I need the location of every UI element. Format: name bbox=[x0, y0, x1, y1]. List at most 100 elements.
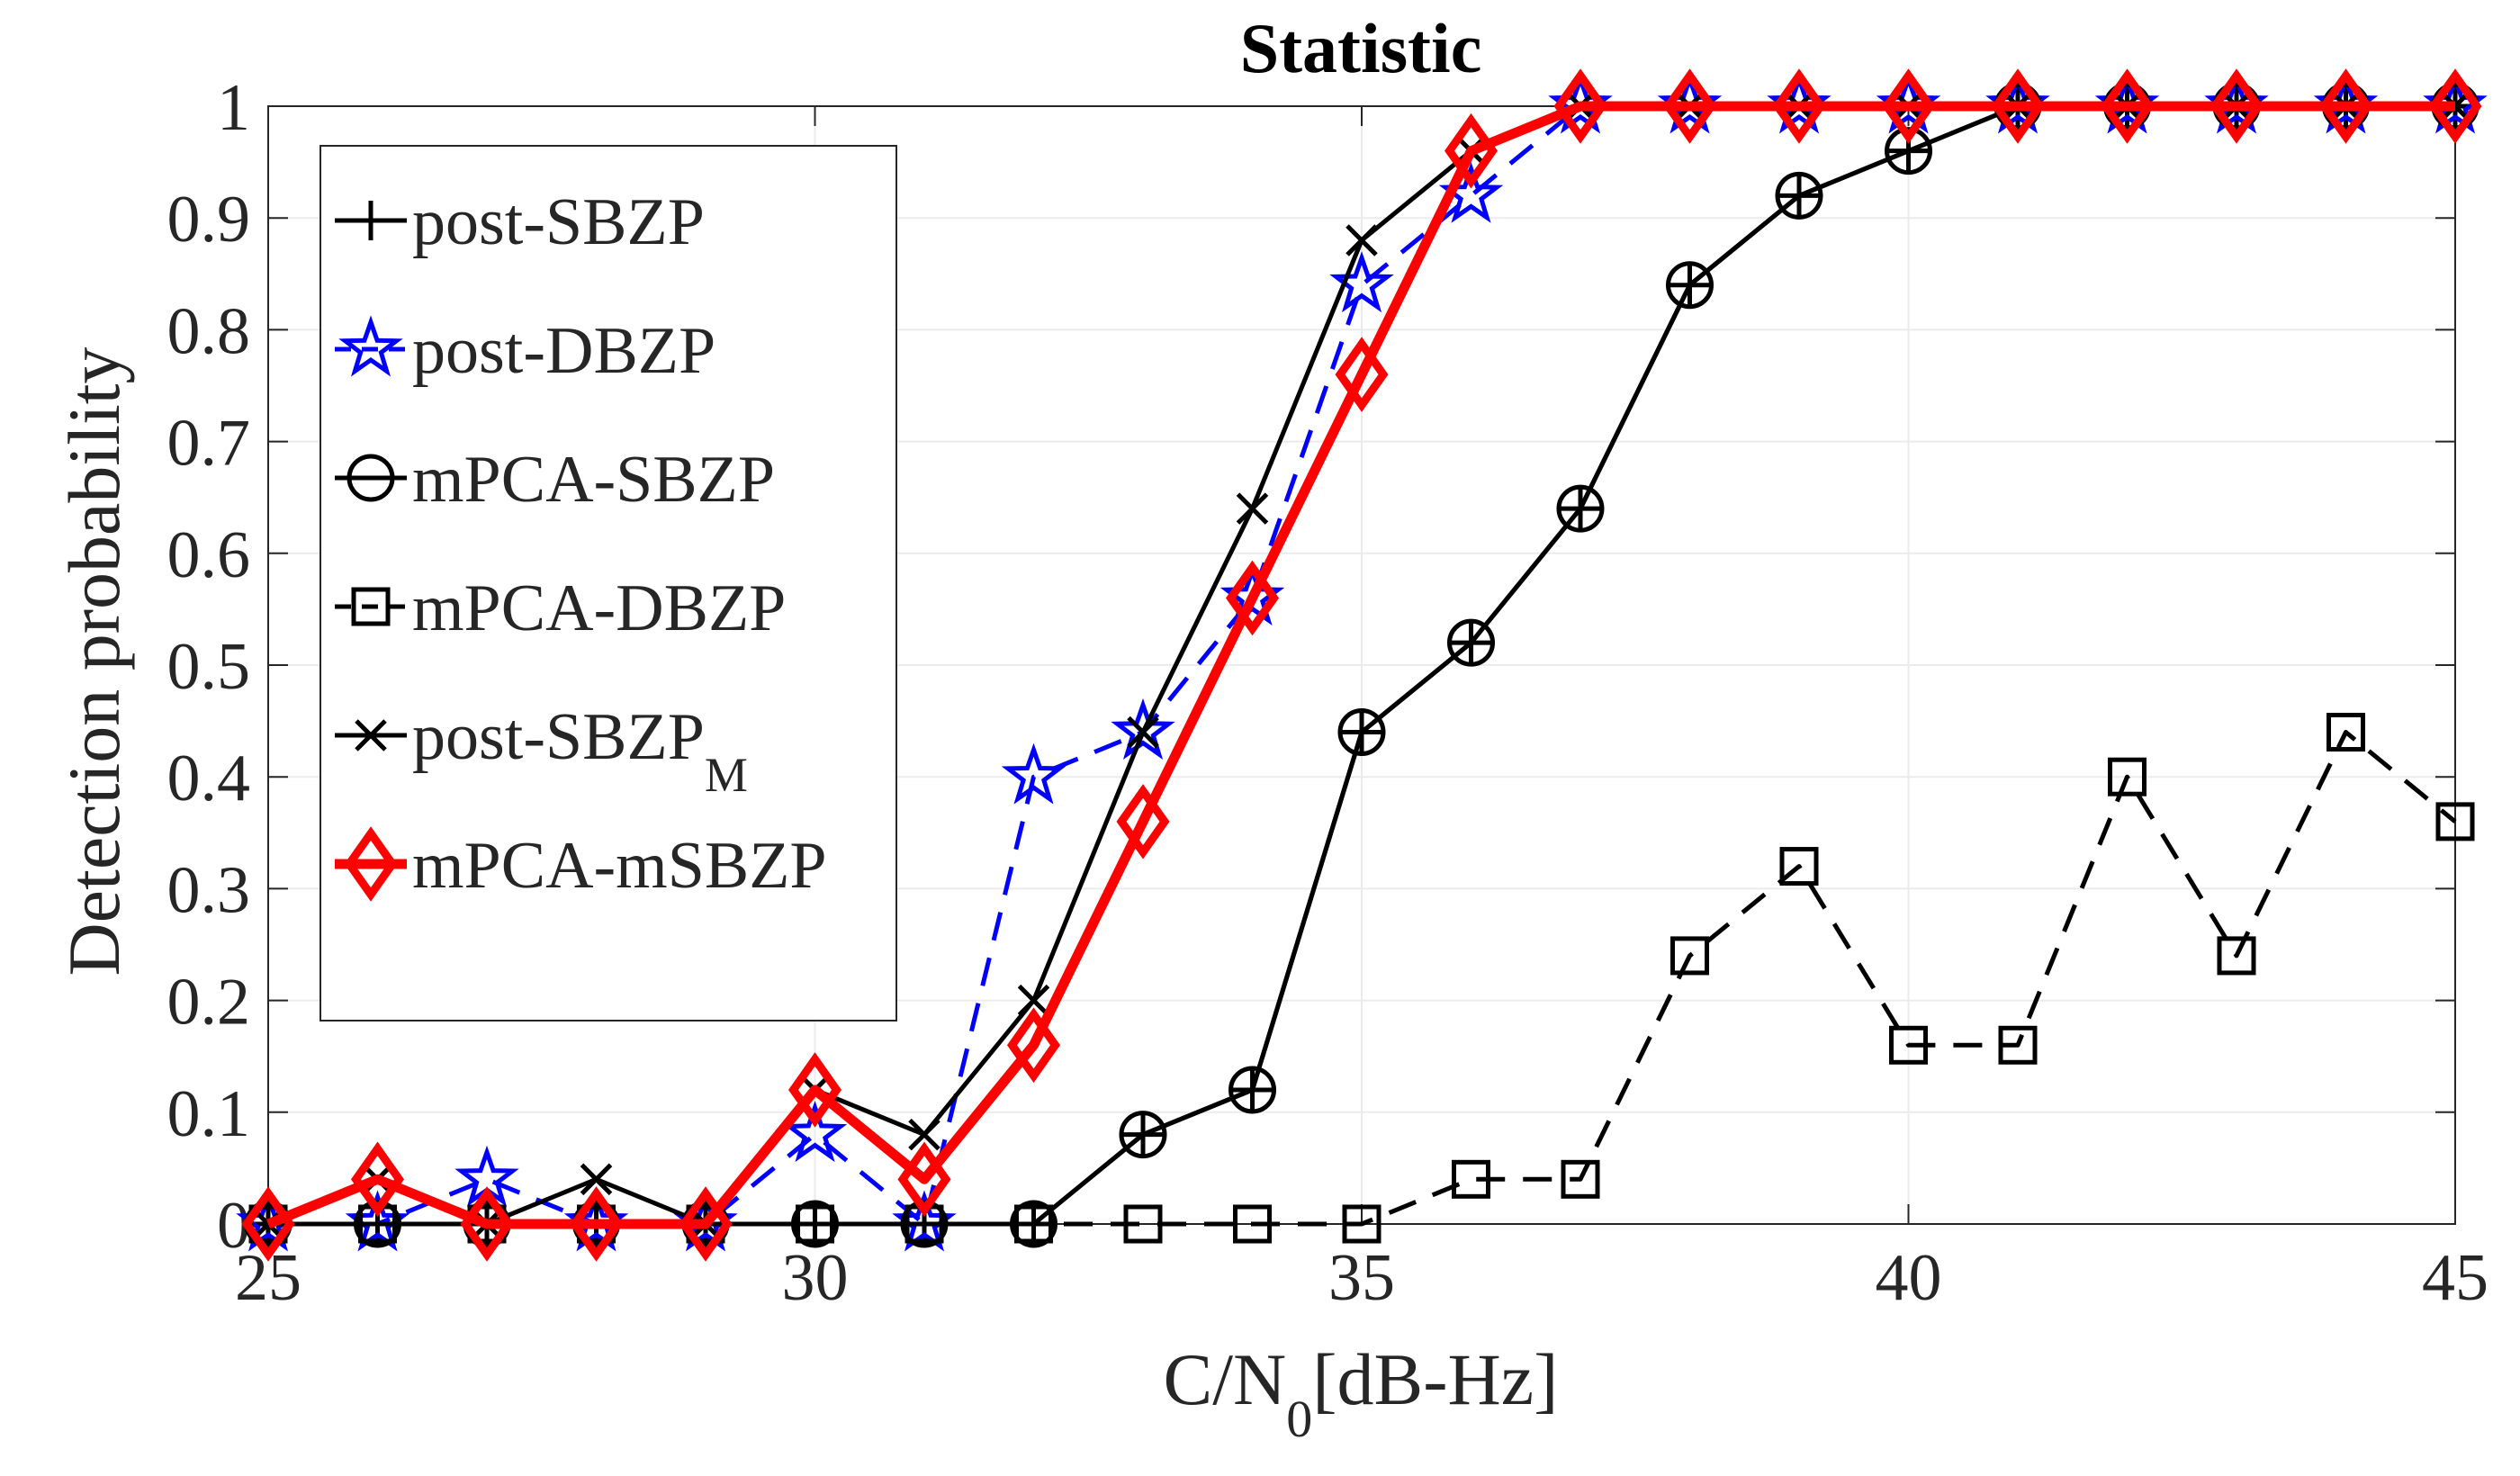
legend-entries: post-SBZP post-DBZP mPCA-SBZP mPCA-DBZP post… bbox=[335, 185, 827, 903]
data-point-mpca-sbzp-shape bbox=[1228, 1066, 1276, 1114]
legend-marker-post-sbzp-m-shape bbox=[355, 719, 387, 752]
data-point-mpca-msbzp bbox=[679, 1186, 733, 1262]
y-tick-label: 0.2 bbox=[167, 966, 251, 1040]
data-point-mpca-dbzp-shape bbox=[1123, 1204, 1163, 1244]
data-point-mpca-msbzp-shape bbox=[241, 1186, 295, 1262]
y-tick-label: 0.5 bbox=[167, 630, 251, 704]
legend-entry-post-dbzp: post-DBZP bbox=[335, 314, 716, 388]
data-point-post-dbzp-shape bbox=[1001, 742, 1066, 805]
legend-marker-post-sbzp-shape bbox=[351, 201, 391, 240]
data-point-mpca-msbzp-shape bbox=[788, 1052, 842, 1128]
data-point-mpca-sbzp-shape bbox=[1010, 1200, 1058, 1248]
data-point-mpca-sbzp bbox=[1337, 708, 1386, 757]
legend-entry-mpca-dbzp: mPCA-DBZP bbox=[335, 572, 786, 645]
x-tick-label: 30 bbox=[782, 1241, 849, 1315]
series-group bbox=[236, 68, 2488, 1262]
data-point-post-sbzp-m-shape bbox=[1017, 984, 1050, 1017]
data-point-mpca-msbzp bbox=[788, 1052, 842, 1128]
data-point-mpca-msbzp bbox=[1335, 337, 1389, 412]
data-point-post-sbzp-m-shape bbox=[908, 1118, 940, 1151]
legend-entry-mpca-msbzp: mPCA-mSBZP bbox=[335, 826, 827, 903]
data-point-mpca-sbzp bbox=[1775, 171, 1823, 220]
legend-label-mpca-msbzp: mPCA-mSBZP bbox=[412, 829, 827, 903]
y-tick-label: 0.7 bbox=[167, 407, 251, 481]
x-axis-label-sub: 0 bbox=[1286, 1390, 1312, 1448]
data-point-mpca-msbzp-shape bbox=[1662, 68, 1717, 144]
data-point-mpca-msbzp-shape bbox=[2318, 68, 2373, 144]
data-point-mpca-msbzp-shape bbox=[2210, 68, 2264, 144]
data-point-mpca-msbzp-shape bbox=[1444, 112, 1498, 189]
data-point-mpca-dbzp bbox=[1889, 1025, 1928, 1065]
data-point-mpca-msbzp bbox=[1881, 68, 1936, 144]
data-point-mpca-dbzp bbox=[1670, 936, 1709, 976]
data-point-mpca-msbzp bbox=[1444, 112, 1498, 189]
data-point-mpca-sbzp bbox=[1228, 1066, 1276, 1114]
legend-entry-mpca-sbzp: mPCA-SBZP bbox=[335, 443, 775, 517]
data-point-mpca-dbzp-shape bbox=[1452, 1159, 1490, 1199]
data-point-mpca-msbzp bbox=[569, 1186, 624, 1262]
data-point-post-sbzp-m bbox=[1236, 492, 1269, 525]
data-point-post-sbzp-m-shape bbox=[1127, 716, 1159, 749]
data-point-mpca-msbzp bbox=[460, 1186, 514, 1262]
legend-marker-mpca-dbzp-shape bbox=[351, 587, 391, 626]
data-point-mpca-dbzp-shape bbox=[2108, 757, 2146, 796]
chart-title: Statistic bbox=[1240, 9, 1482, 87]
data-point-mpca-dbzp bbox=[1342, 1204, 1382, 1244]
legend-marker-post-sbzp-m bbox=[355, 719, 387, 752]
data-point-mpca-msbzp-shape bbox=[1116, 784, 1170, 860]
data-point-mpca-msbzp-shape bbox=[1006, 1007, 1061, 1084]
y-tick-label: 0.8 bbox=[167, 294, 251, 368]
legend-label-main: mPCA-mSBZP bbox=[412, 829, 827, 903]
data-point-mpca-msbzp bbox=[241, 1186, 295, 1262]
legend-label-main: post-DBZP bbox=[412, 314, 716, 388]
legend-label-mpca-dbzp: mPCA-DBZP bbox=[412, 572, 786, 645]
data-point-mpca-msbzp-shape bbox=[460, 1186, 514, 1262]
data-point-post-sbzp-m-shape bbox=[1236, 492, 1269, 525]
data-point-mpca-dbzp bbox=[1123, 1204, 1163, 1244]
data-point-mpca-sbzp-shape bbox=[354, 1200, 401, 1248]
data-point-mpca-sbzp-shape bbox=[1119, 1111, 1167, 1159]
y-tick-label: 0.9 bbox=[167, 183, 251, 256]
data-point-post-sbzp-m bbox=[580, 1163, 613, 1196]
data-point-mpca-dbzp-shape bbox=[1561, 1159, 1600, 1199]
series-line-mpca-msbzp bbox=[266, 101, 2455, 1229]
data-point-mpca-msbzp-shape bbox=[1881, 68, 1936, 144]
series-mpca-msbzp bbox=[241, 68, 2482, 1262]
legend-marker-mpca-sbzp-shape bbox=[346, 454, 395, 502]
legend-entry-post-sbzp-m: post-SBZPM bbox=[335, 700, 748, 802]
data-point-mpca-sbzp-shape bbox=[1885, 127, 1932, 176]
legend-label-main: mPCA-SBZP bbox=[412, 443, 775, 517]
x-axis-label: C/N0[dB-Hz] bbox=[1164, 1338, 1559, 1448]
y-tick-label: 0.6 bbox=[167, 518, 251, 592]
data-point-mpca-msbzp-shape bbox=[1991, 68, 2045, 144]
data-point-mpca-dbzp bbox=[1561, 1159, 1600, 1199]
data-point-mpca-dbzp-shape bbox=[2326, 713, 2365, 752]
data-point-mpca-msbzp-shape bbox=[1772, 68, 1826, 144]
data-point-mpca-dbzp-shape bbox=[1233, 1204, 1272, 1244]
legend-marker-post-sbzp bbox=[351, 201, 391, 240]
data-point-mpca-msbzp bbox=[1116, 784, 1170, 860]
y-tick-label: 0.3 bbox=[167, 853, 251, 927]
data-point-mpca-msbzp-shape bbox=[1335, 337, 1389, 412]
data-point-mpca-msbzp-shape bbox=[2428, 68, 2482, 144]
data-point-mpca-dbzp-shape bbox=[1998, 1025, 2038, 1065]
x-axis-label-main: C/N bbox=[1164, 1338, 1287, 1420]
data-point-mpca-sbzp bbox=[1666, 261, 1714, 310]
legend-label-main: post-SBZP bbox=[412, 700, 705, 774]
data-point-mpca-dbzp bbox=[2326, 713, 2365, 752]
data-point-mpca-dbzp-shape bbox=[1014, 1204, 1053, 1244]
data-point-mpca-msbzp-shape bbox=[2100, 68, 2155, 144]
data-point-mpca-msbzp bbox=[1006, 1007, 1061, 1084]
data-point-post-sbzp-m bbox=[908, 1118, 940, 1151]
y-tick-label: 0.4 bbox=[167, 742, 251, 815]
x-tick-label: 45 bbox=[2422, 1241, 2488, 1315]
data-point-post-sbzp-m bbox=[1346, 224, 1378, 256]
data-point-mpca-sbzp-shape bbox=[1337, 708, 1386, 757]
x-tick-label: 40 bbox=[1876, 1241, 1942, 1315]
data-point-mpca-dbzp bbox=[1014, 1204, 1053, 1244]
data-point-post-dbzp bbox=[1329, 251, 1394, 313]
legend-marker-mpca-dbzp bbox=[351, 587, 391, 626]
data-point-mpca-dbzp-shape bbox=[2217, 936, 2256, 976]
